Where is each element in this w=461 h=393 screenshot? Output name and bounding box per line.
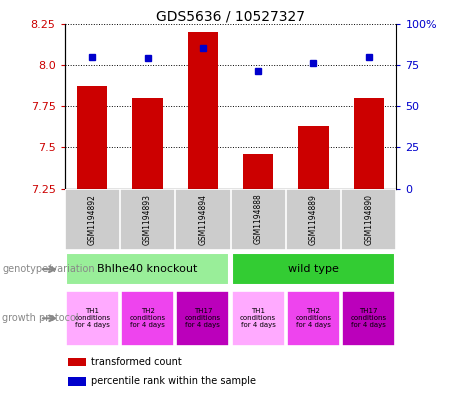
Text: TH17
conditions
for 4 days: TH17 conditions for 4 days [185, 309, 221, 328]
Text: GSM1194888: GSM1194888 [254, 194, 263, 244]
Text: transformed count: transformed count [91, 356, 182, 367]
Text: growth protocol: growth protocol [2, 313, 79, 323]
Bar [298, 126, 329, 189]
Text: GSM1194890: GSM1194890 [364, 194, 373, 244]
Text: TH1
conditions
for 4 days: TH1 conditions for 4 days [74, 309, 110, 328]
Bar [176, 290, 230, 346]
Text: Bhlhe40 knockout: Bhlhe40 knockout [97, 264, 198, 274]
Bar [65, 290, 119, 346]
Text: GSM1194893: GSM1194893 [143, 194, 152, 244]
Bar [342, 290, 396, 346]
Bar [287, 290, 340, 346]
Text: GSM1194894: GSM1194894 [198, 194, 207, 244]
Text: TH17
conditions
for 4 days: TH17 conditions for 4 days [351, 309, 387, 328]
Bar [132, 98, 163, 189]
Text: TH1
conditions
for 4 days: TH1 conditions for 4 days [240, 309, 276, 328]
Text: GSM1194889: GSM1194889 [309, 194, 318, 244]
Bar [243, 154, 273, 189]
Bar [68, 377, 86, 386]
Bar [188, 32, 218, 189]
Bar [121, 290, 174, 346]
Bar [65, 253, 230, 285]
Text: percentile rank within the sample: percentile rank within the sample [91, 376, 256, 386]
Bar [68, 358, 86, 366]
Text: TH2
conditions
for 4 days: TH2 conditions for 4 days [130, 309, 165, 328]
Text: genotype/variation: genotype/variation [2, 264, 95, 274]
Bar [231, 253, 396, 285]
Bar [77, 86, 107, 189]
Text: wild type: wild type [288, 264, 339, 274]
Bar [354, 98, 384, 189]
Text: TH2
conditions
for 4 days: TH2 conditions for 4 days [296, 309, 331, 328]
Text: GDS5636 / 10527327: GDS5636 / 10527327 [156, 10, 305, 24]
Bar [231, 290, 285, 346]
Text: GSM1194892: GSM1194892 [88, 194, 97, 244]
